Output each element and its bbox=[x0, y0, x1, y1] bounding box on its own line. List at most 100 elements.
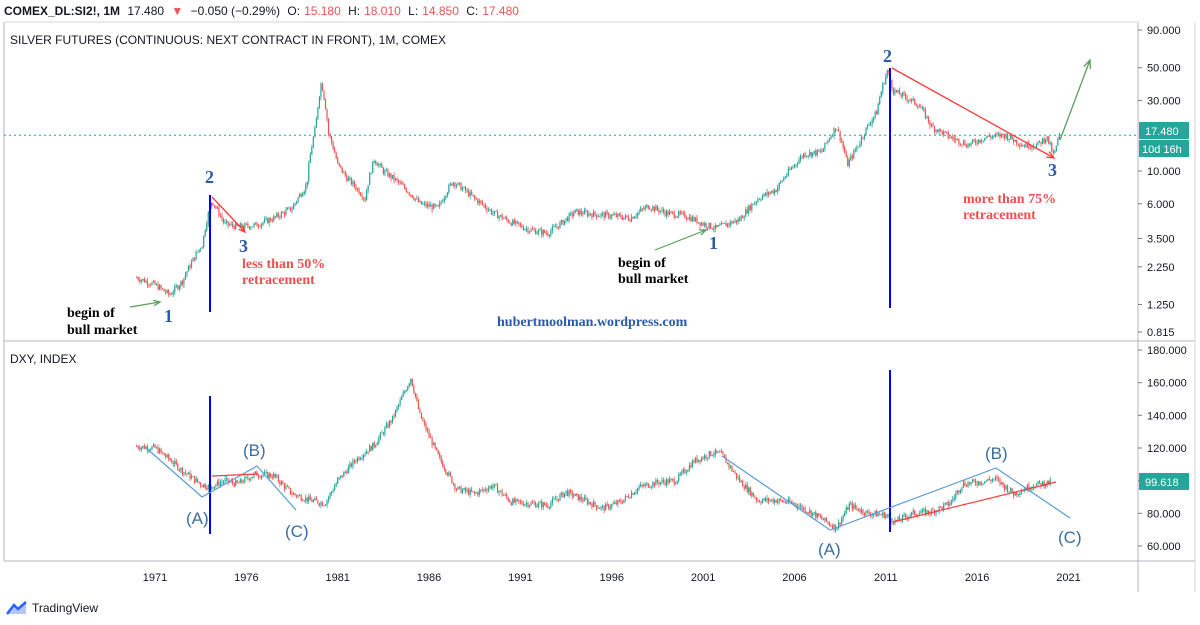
silver-candle bbox=[985, 136, 987, 138]
dxy-wave-a2[interactable]: (A) bbox=[818, 540, 841, 559]
silver-candle bbox=[793, 164, 796, 168]
silver-candle bbox=[163, 288, 165, 292]
retracement-line-2[interactable] bbox=[891, 67, 1055, 159]
dxy-candle bbox=[898, 516, 901, 520]
silver-candle bbox=[477, 199, 479, 204]
dxy-candle bbox=[531, 502, 534, 504]
silver-candle bbox=[1010, 135, 1012, 139]
dxy-red-line-1[interactable] bbox=[211, 473, 259, 477]
dxy-candle bbox=[311, 499, 313, 502]
silver-candle bbox=[468, 190, 470, 197]
dxy-candle bbox=[394, 410, 397, 417]
dxy-candle bbox=[501, 490, 503, 496]
wave-3-label-a[interactable]: 3 bbox=[239, 236, 248, 256]
dxy-price-tag[interactable]: 99.618 bbox=[1139, 473, 1189, 490]
wave-1-label-a[interactable]: 1 bbox=[164, 306, 173, 326]
dxy-wave-c1[interactable]: (C) bbox=[285, 522, 309, 541]
silver-candle bbox=[996, 134, 998, 135]
dxy-candle bbox=[289, 488, 292, 494]
dxy-candle bbox=[393, 415, 395, 417]
wave-2-label-a[interactable]: 2 bbox=[205, 167, 214, 187]
silver-candle bbox=[344, 171, 346, 176]
dxy-candle bbox=[691, 460, 694, 468]
dxy-price-axis[interactable]: 180.000160.000140.000120.000100.00080.00… bbox=[1138, 345, 1187, 553]
green-arrow-line-1[interactable] bbox=[129, 301, 161, 308]
silver-candle bbox=[725, 223, 727, 227]
silver-candle bbox=[323, 90, 325, 100]
wave-3-label-b[interactable]: 3 bbox=[1048, 160, 1057, 180]
abc-wave-1[interactable] bbox=[144, 446, 297, 511]
wave-2-label-b[interactable]: 2 bbox=[883, 46, 892, 66]
dxy-candle bbox=[407, 386, 409, 391]
dxy-candle bbox=[585, 497, 587, 500]
dxy-candle bbox=[997, 478, 1000, 480]
silver-candle bbox=[978, 139, 980, 144]
silver-price-axis[interactable]: 90.000 50.000 30.000 10.000 6.000 3.500 2.250 1… bbox=[1138, 25, 1181, 339]
retracement-line-1[interactable] bbox=[211, 196, 246, 233]
dxy-candle bbox=[886, 515, 888, 516]
projection-arrow-line[interactable] bbox=[1059, 59, 1091, 141]
silver-candle bbox=[422, 203, 424, 205]
dxy-candle bbox=[137, 446, 139, 449]
silver-candle bbox=[783, 177, 785, 181]
dxy-candle bbox=[398, 404, 400, 408]
silver-candle bbox=[181, 281, 184, 285]
more-than-label[interactable]: more than 75% retracement bbox=[963, 192, 1056, 223]
silver-candle bbox=[498, 216, 500, 219]
dxy-candle bbox=[860, 509, 863, 513]
silver-candle bbox=[711, 228, 713, 230]
silver-candle bbox=[1014, 139, 1016, 142]
dxy-candle bbox=[696, 457, 698, 462]
silver-candle bbox=[714, 225, 716, 229]
dxy-red-line-2[interactable] bbox=[892, 481, 1057, 523]
silver-candle bbox=[588, 213, 590, 216]
dxy-wave-b1[interactable]: (B) bbox=[243, 441, 266, 460]
silver-candle bbox=[795, 164, 797, 166]
wave-1-label-b[interactable]: 1 bbox=[709, 233, 718, 253]
green-arrow-line-2[interactable] bbox=[654, 229, 707, 251]
silver-drawings[interactable] bbox=[129, 58, 1092, 312]
dxy-candle bbox=[1042, 481, 1044, 487]
silver-candle bbox=[958, 138, 960, 144]
open-label: O: bbox=[287, 4, 301, 18]
silver-candle bbox=[994, 134, 997, 136]
silver-candle bbox=[375, 161, 377, 164]
silver-candle bbox=[1040, 141, 1042, 144]
dxy-candle bbox=[364, 453, 366, 455]
silver-candle bbox=[257, 226, 260, 228]
time-axis-tick: 1991 bbox=[508, 572, 532, 584]
dxy-candle bbox=[923, 509, 925, 511]
begin-bull-label-1[interactable]: begin of bull market bbox=[67, 306, 138, 338]
silver-candle bbox=[860, 137, 863, 144]
silver-candle bbox=[359, 193, 362, 196]
dxy-drawings[interactable] bbox=[144, 370, 1071, 534]
silver-candle bbox=[819, 150, 821, 152]
dxy-wave-a1[interactable]: (A) bbox=[186, 509, 209, 528]
dxy-candle bbox=[685, 471, 687, 473]
dxy-wave-c2[interactable]: (C) bbox=[1058, 528, 1082, 547]
silver-candle bbox=[550, 230, 552, 236]
silver-price-tag[interactable]: 17.480 10d 16h bbox=[1139, 122, 1189, 157]
dxy-candle bbox=[300, 495, 302, 501]
dxy-candle bbox=[248, 478, 250, 481]
dxy-candle bbox=[868, 511, 870, 515]
silver-candle bbox=[879, 97, 881, 105]
chart-canvas[interactable]: SILVER FUTURES (CONTINUOUS: NEXT CONTRAC… bbox=[0, 0, 1200, 598]
time-axis[interactable]: 1971 1976 1981 1986 1991 1996 2001 2006 2011 2016… bbox=[143, 572, 1081, 584]
watermark-url[interactable]: hubertmoolman.wordpress.com bbox=[497, 315, 688, 330]
silver-candle bbox=[335, 152, 337, 159]
dxy-candle bbox=[399, 399, 401, 405]
abc-wave-2[interactable] bbox=[721, 455, 1071, 531]
footer-brand[interactable]: TradingView bbox=[6, 598, 98, 618]
symbol-name[interactable]: COMEX_DL:SI2!, 1M bbox=[4, 4, 121, 18]
silver-candle bbox=[197, 251, 199, 253]
dxy-candle bbox=[595, 505, 598, 509]
dxy-candle bbox=[926, 510, 928, 515]
less-than-label[interactable]: less than 50% retracement bbox=[242, 257, 325, 288]
dxy-candle bbox=[369, 445, 371, 453]
time-axis-tick: 1981 bbox=[325, 572, 349, 584]
silver-candle bbox=[472, 194, 474, 196]
dxy-wave-b2[interactable]: (B) bbox=[985, 444, 1008, 463]
dxy-candle bbox=[611, 504, 613, 508]
begin-bull-label-2[interactable]: begin of bull market bbox=[618, 256, 689, 287]
